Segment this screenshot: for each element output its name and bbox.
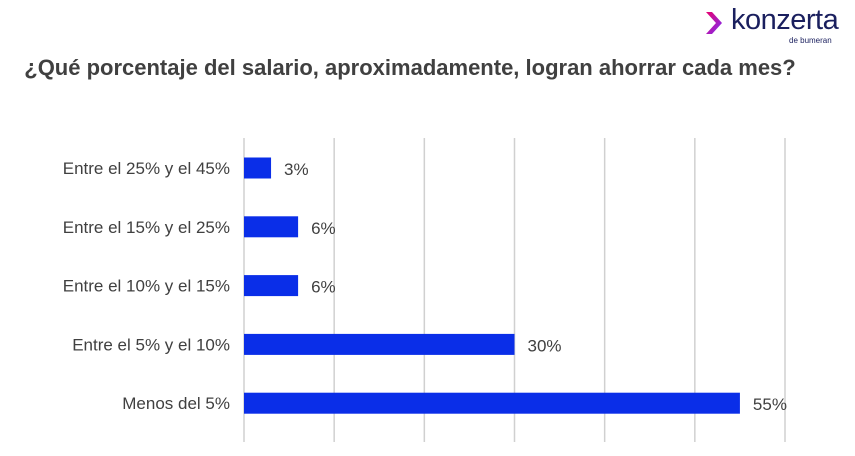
data-label: 3% — [284, 160, 309, 179]
data-label: 30% — [528, 336, 562, 355]
bar — [244, 333, 515, 355]
category-label: Menos del 5% — [122, 394, 230, 413]
data-label: 6% — [311, 219, 336, 238]
bar — [244, 157, 272, 179]
category-label: Entre el 15% y el 25% — [63, 218, 230, 237]
category-label: Entre el 25% y el 45% — [63, 159, 230, 178]
bar — [244, 392, 740, 414]
logo-subtitle: de bumeran — [789, 36, 832, 45]
data-label: 55% — [753, 395, 787, 414]
bar — [244, 275, 299, 297]
category-label: Entre el 5% y el 10% — [72, 335, 230, 354]
data-label: 6% — [311, 278, 336, 297]
bar — [244, 216, 299, 238]
logo-word: konzerta — [731, 4, 839, 36]
category-label: Entre el 10% y el 15% — [63, 277, 230, 296]
logo-chevron-icon — [706, 12, 722, 34]
chart-title: ¿Qué porcentaje del salario, aproximadam… — [24, 55, 796, 80]
konzerta-logo: konzerta de bumeran — [703, 4, 848, 46]
